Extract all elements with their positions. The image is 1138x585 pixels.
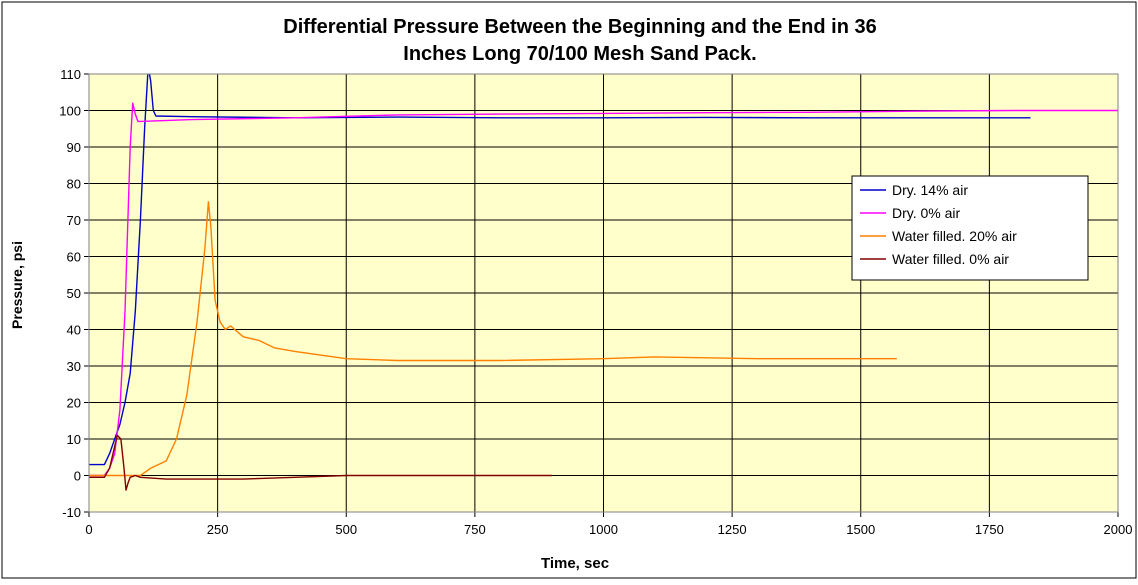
y-tick-label: 110 [60, 67, 81, 82]
chart-title-line-2: Inches Long 70/100 Mesh Sand Pack. [403, 43, 756, 65]
x-tick-label: 250 [207, 522, 229, 537]
x-tick-label: 1000 [589, 522, 618, 537]
y-tick-label: -10 [62, 505, 81, 520]
x-tick-label: 500 [335, 522, 357, 537]
y-tick-label: 50 [67, 286, 81, 301]
plot-border [88, 73, 1119, 513]
legend-label-3: Water filled. 20% air [892, 228, 1017, 244]
x-tick-label: 750 [464, 522, 486, 537]
y-tick-label: 20 [67, 396, 81, 411]
x-tick-label: 1500 [846, 522, 875, 537]
legend-label-2: Dry. 0% air [892, 205, 961, 221]
y-tick-label: 80 [67, 177, 81, 192]
legend-box [851, 175, 1089, 281]
x-tick-label: 0 [85, 522, 92, 537]
y-tick-label: 90 [67, 140, 81, 155]
y-tick-label: 60 [67, 250, 81, 265]
y-tick-label: 0 [74, 469, 81, 484]
legend-label-4: Water filled. 0% air [892, 251, 1009, 267]
legend-label-1: Dry. 14% air [892, 182, 968, 198]
x-axis-label: Time, sec [541, 555, 609, 572]
y-tick-label: 10 [67, 432, 81, 447]
y-tick-label: 30 [67, 359, 81, 374]
series-line-1 [89, 74, 1031, 466]
x-tick-label: 2000 [1104, 522, 1133, 537]
y-axis-label: Pressure, psi [9, 241, 25, 329]
y-tick-label: 40 [67, 323, 81, 338]
x-tick-label: 1250 [718, 522, 747, 537]
series-line-3 [89, 201, 897, 477]
axis-ticks: -10 0 10 20 30 40 50 60 70 80 90 100 110 0 250 500 750 10… [59, 67, 1132, 537]
chart-title-line-1: Differential Pressure Between the Beginn… [283, 16, 876, 38]
x-tick-label: 1750 [975, 522, 1004, 537]
series-line-4 [89, 434, 552, 491]
y-tick-label: 100 [59, 104, 81, 119]
y-tick-label: 70 [67, 213, 81, 228]
series-lines [89, 74, 1118, 491]
legend: Dry. 14% air Dry. 0% air Water filled. 20%… [851, 175, 1089, 281]
